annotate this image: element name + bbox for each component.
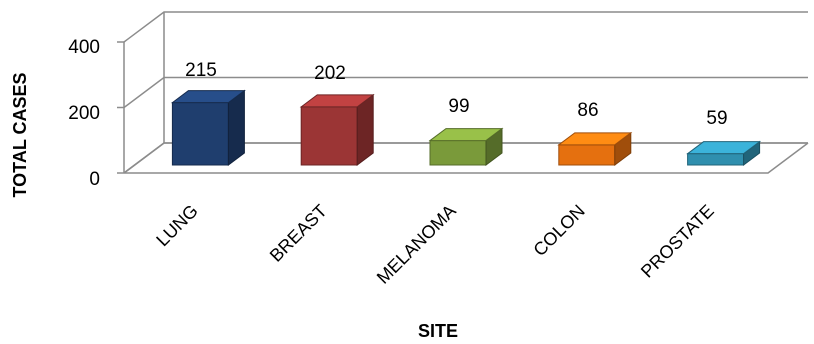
y-tick-label-200: 200 [68, 103, 100, 124]
category-labels: LUNG BREAST MELANOMA COLON PROSTATE [152, 201, 718, 288]
x-axis-title: SITE [418, 321, 458, 341]
bar-melanoma [428, 127, 504, 166]
category-label-melanoma: MELANOMA [373, 201, 460, 288]
value-label-lung: 215 [185, 60, 217, 81]
bar-front-4 [687, 153, 745, 166]
value-label-breast: 202 [314, 63, 346, 84]
bar-top-0 [170, 90, 246, 104]
category-label-colon: COLON [529, 201, 588, 260]
value-labels: 215 202 99 86 59 [185, 60, 727, 129]
bar-front-3 [558, 144, 616, 166]
y-axis-title: TOTAL CASES [10, 72, 30, 197]
y-tick-labels: 0 200 400 [68, 37, 100, 190]
bar-top-1 [299, 94, 375, 108]
value-label-colon: 86 [577, 100, 598, 121]
value-label-melanoma: 99 [448, 96, 469, 117]
value-label-prostate: 59 [706, 108, 727, 129]
bar-top-3 [557, 132, 633, 146]
bar-lung [170, 89, 246, 166]
gridline-200 [123, 76, 808, 109]
bar-front-0 [171, 102, 229, 166]
floor-front-edge [124, 142, 809, 174]
bar-breast [299, 93, 375, 166]
bar-top-2 [428, 128, 504, 142]
bar-colon [557, 131, 633, 166]
y-tick-label-0: 0 [89, 169, 100, 190]
category-label-lung: LUNG [152, 201, 202, 251]
category-label-breast: BREAST [266, 201, 331, 266]
bar-prostate [686, 140, 762, 166]
bar-front-2 [429, 140, 487, 166]
bar-side-0 [227, 89, 245, 166]
gridline-400 [123, 11, 808, 43]
y-tick-label-400: 400 [68, 37, 100, 58]
bars [170, 89, 762, 166]
category-label-prostate: PROSTATE [637, 201, 718, 282]
bar-top-4 [686, 141, 762, 155]
bar-front-1 [300, 106, 358, 166]
